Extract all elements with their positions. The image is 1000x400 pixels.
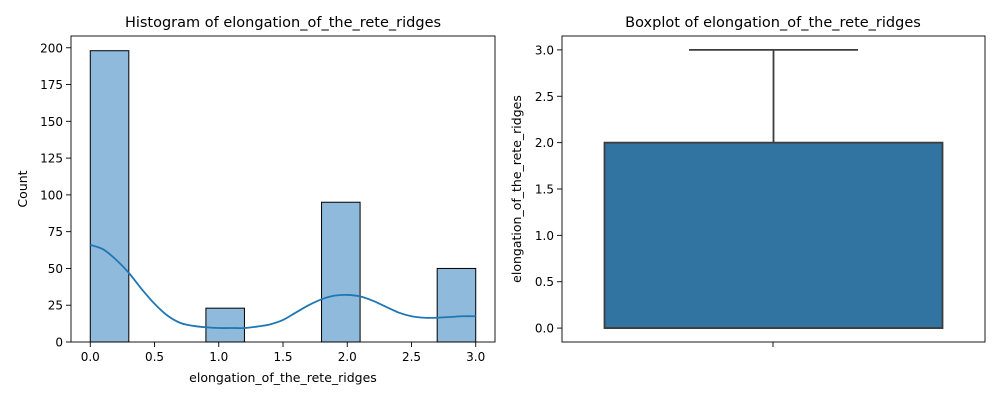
boxplot-y-tick-label: 1.5: [535, 183, 554, 197]
histogram-panel: Histogram of elongation_of_the_rete_ridg…: [15, 15, 496, 385]
histogram-kde-line: [89, 244, 476, 330]
histogram-x-tick-label: 3.0: [466, 350, 485, 364]
histogram-y-tick-label: 75: [48, 225, 63, 239]
histogram-y-tick-label: 25: [48, 299, 63, 313]
boxplot-panel: Boxplot of elongation_of_the_rete_ridges…: [509, 15, 986, 347]
boxplot-y-axis-label: elongation_of_the_rete_ridges: [509, 95, 524, 283]
boxplot-y-tick-label: 3.0: [535, 43, 554, 57]
histogram-title: Histogram of elongation_of_the_rete_ridg…: [125, 15, 441, 31]
histogram-bar: [436, 267, 477, 343]
histogram-bar: [321, 201, 361, 343]
histogram-x-tick-label: 1.0: [209, 350, 228, 364]
boxplot-y-tick-label: 2.0: [535, 136, 554, 150]
histogram-x-tick-label: 0.5: [145, 350, 164, 364]
histogram-bar: [205, 307, 245, 343]
histogram-x-ticks: 0.0 0.5 1.0 1.5 2.0 2.5 3.0: [81, 342, 485, 364]
histogram-y-tick-label: 125: [40, 152, 63, 166]
histogram-y-tick-label: 100: [40, 188, 63, 202]
boxplot-box: [603, 141, 944, 329]
boxplot-marks: [603, 49, 944, 329]
boxplot-title: Boxplot of elongation_of_the_rete_ridges: [625, 15, 921, 31]
histogram-y-ticks: 0 25 50 75 100 125 150 175 200: [40, 41, 71, 350]
histogram-x-tick-label: 2.5: [402, 350, 421, 364]
boxplot-y-ticks: 0.0 0.5 1.0 1.5 2.0 2.5 3.0: [535, 43, 562, 336]
boxplot-y-tick-label: 0.5: [535, 275, 554, 289]
histogram-y-tick-label: 200: [40, 41, 63, 55]
histogram-bar: [89, 50, 130, 343]
histogram-y-tick-label: 150: [40, 115, 63, 129]
boxplot-y-tick-label: 0.0: [535, 322, 554, 336]
histogram-x-tick-label: 2.0: [338, 350, 357, 364]
boxplot-y-tick-label: 1.0: [535, 229, 554, 243]
histogram-y-tick-label: 50: [48, 262, 63, 276]
histogram-y-axis-label: Count: [15, 170, 30, 207]
histogram-x-tick-label: 1.5: [273, 350, 292, 364]
histogram-axes-frame: [70, 35, 496, 343]
histogram-bars: [89, 50, 477, 343]
histogram-y-tick-label: 0: [55, 336, 63, 350]
boxplot-y-tick-label: 2.5: [535, 90, 554, 104]
histogram-x-axis-label: elongation_of_the_rete_ridges: [189, 370, 377, 385]
histogram-x-tick-label: 0.0: [81, 350, 100, 364]
histogram-y-tick-label: 175: [40, 78, 63, 92]
